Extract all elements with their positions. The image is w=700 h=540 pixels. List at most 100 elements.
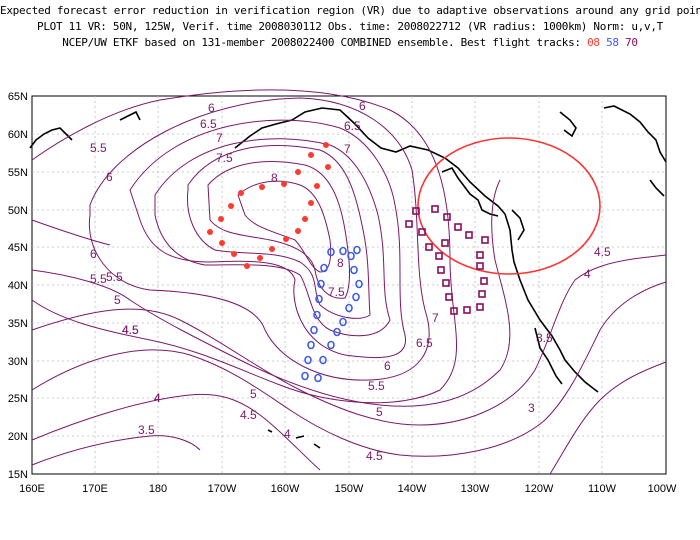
flight-track-08: [207, 142, 331, 269]
contour-label: 7: [344, 142, 351, 156]
track-58-point: [339, 317, 347, 327]
lat-tick-label: 50N: [8, 205, 28, 217]
lon-tick-label: 160W: [271, 483, 300, 495]
lon-tick-label: 140W: [398, 483, 427, 495]
contour-label: 4: [154, 391, 161, 405]
track-70-point: [412, 207, 420, 215]
track-70-point: [441, 239, 449, 247]
contour-label: 5.5: [106, 270, 123, 284]
contour-label: 5.5: [90, 141, 107, 155]
contour-label: 8: [271, 171, 278, 185]
track-58-point: [327, 247, 335, 257]
title-line-1: Expected forecast error reduction in ver…: [0, 4, 700, 17]
latitude-axis: 65N 60N 55N 50N 45N 40N 35N 30N 25N 20N …: [8, 91, 28, 481]
contour-label: 4.5: [240, 408, 257, 422]
track-58-point: [319, 355, 327, 365]
contour-label: 5: [376, 405, 383, 419]
track-58-point: [350, 265, 358, 275]
track-08-point: [231, 251, 237, 257]
title-line-2: PLOT 11 VR: 50N, 125W, Verif. time 20080…: [37, 20, 663, 33]
track-58-point: [314, 373, 322, 383]
track-58-point: [353, 245, 361, 255]
track-08-point: [269, 246, 275, 252]
lon-tick-label: 110W: [588, 483, 617, 495]
track-08-point: [295, 169, 301, 175]
track-70-point: [476, 251, 484, 259]
track-58-point: [339, 246, 347, 256]
track-70-point: [445, 293, 453, 301]
contour-label: 3: [528, 401, 535, 415]
lat-tick-label: 35N: [8, 318, 28, 330]
contour-label: 3.5: [536, 331, 553, 345]
lat-tick-label: 25N: [8, 393, 28, 405]
contour-label: 6: [384, 359, 391, 373]
track-70-point: [476, 303, 484, 311]
contour-label: 6: [106, 170, 113, 184]
track-70-point: [443, 213, 451, 221]
track-70-point: [437, 266, 445, 274]
lon-tick-label: 170E: [82, 483, 108, 495]
contour-label: 7: [216, 131, 223, 145]
lon-tick-label: 180: [149, 483, 167, 495]
track-08-point: [308, 200, 314, 206]
lon-tick-label: 170W: [208, 483, 237, 495]
track-70-point: [431, 205, 439, 213]
verification-region-circle: [417, 137, 601, 275]
lat-tick-label: 65N: [8, 91, 28, 103]
contour-label: 6: [359, 99, 366, 113]
lon-tick-label: 160E: [19, 483, 45, 495]
track-08-point: [218, 216, 224, 222]
contour-label: 6.5: [200, 117, 217, 131]
title-line-3-text: NCEP/UW ETKF based on 131-member 2008022…: [62, 36, 581, 49]
track-08-point: [219, 240, 225, 246]
track-70-label: 70: [625, 36, 638, 49]
title-line-3: NCEP/UW ETKF based on 131-member 2008022…: [0, 36, 700, 49]
track-58-point: [307, 340, 315, 350]
track-08-point: [244, 263, 250, 269]
lat-tick-label: 45N: [8, 242, 28, 254]
track-70-point: [465, 231, 473, 239]
contour-label: 3.5: [138, 423, 155, 437]
track-58-point: [317, 279, 325, 289]
track-70-point: [476, 262, 484, 270]
flight-track-70: [405, 205, 489, 315]
contour-label: 5.5: [368, 379, 385, 393]
track-08-point: [325, 164, 331, 170]
track-70-point: [450, 307, 458, 315]
contour-label: 6.5: [344, 119, 361, 133]
lat-tick-label: 55N: [8, 167, 28, 179]
contour-labels: 6 6.5 7 7.5 8 5.5 6 6.5 7 5.5 6 4.5 6 5.…: [90, 99, 611, 463]
track-08-point: [257, 255, 263, 261]
contour-label: 4: [284, 427, 291, 441]
contour-label: 4.5: [594, 245, 611, 259]
contour-label: 4.5: [366, 449, 383, 463]
track-58-point: [347, 251, 355, 261]
track-58-point: [352, 292, 360, 302]
track-58-point: [327, 340, 335, 350]
lat-tick-label: 30N: [8, 356, 28, 368]
track-70-point: [425, 243, 433, 251]
track-58-point: [304, 355, 312, 365]
contour-label: 4: [154, 391, 161, 405]
track-58-point: [313, 310, 321, 320]
track-08-point: [295, 228, 301, 234]
track-58-point: [333, 327, 341, 337]
contour-label: 7: [432, 311, 439, 325]
track-70-point: [481, 236, 489, 244]
contour-label: 5.5: [90, 272, 107, 286]
contour-label: 7.5: [216, 151, 233, 165]
track-08-point: [259, 184, 265, 190]
lon-tick-label: 100W: [648, 483, 677, 495]
track-08-point: [238, 190, 244, 196]
track-08-point: [308, 152, 314, 158]
contour-label: 4.5: [122, 323, 139, 337]
contour-label: 4.5: [122, 323, 139, 337]
track-58-point: [345, 303, 353, 313]
track-08-point: [283, 236, 289, 242]
track-08-point: [281, 181, 287, 187]
lon-tick-label: 150W: [335, 483, 364, 495]
track-58-point: [355, 279, 363, 289]
contour-label: 6: [90, 247, 97, 261]
track-70-point: [418, 228, 426, 236]
lon-tick-label: 130W: [461, 483, 490, 495]
